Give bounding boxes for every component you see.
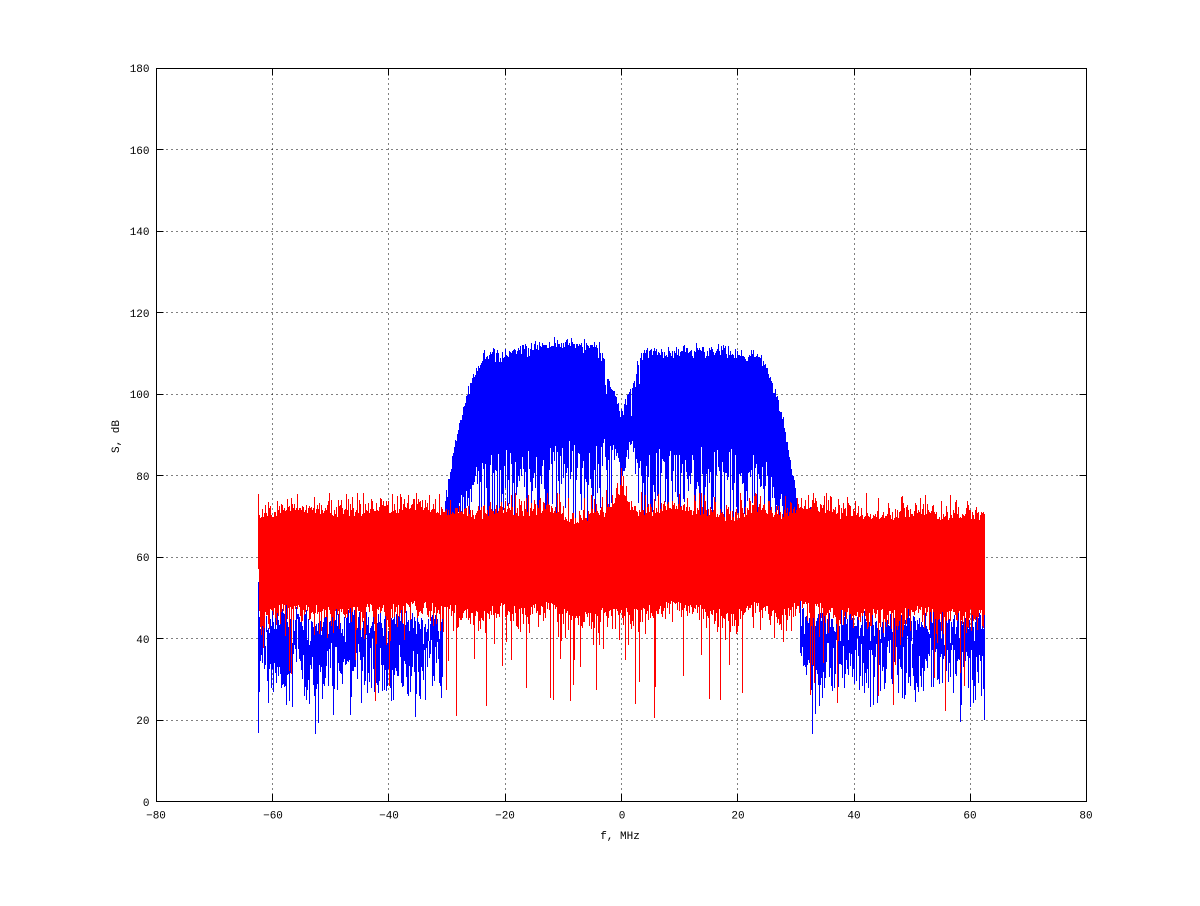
- svg-text:20: 20: [731, 811, 744, 823]
- svg-text:−80: −80: [146, 811, 166, 823]
- svg-text:−20: −20: [495, 811, 515, 823]
- svg-text:S, dB: S, dB: [111, 420, 123, 453]
- svg-text:100: 100: [130, 390, 150, 402]
- svg-text:120: 120: [130, 309, 150, 321]
- svg-text:0: 0: [619, 811, 626, 823]
- svg-text:40: 40: [847, 811, 860, 823]
- svg-text:−60: −60: [263, 811, 283, 823]
- svg-text:60: 60: [136, 553, 149, 565]
- svg-text:80: 80: [1079, 811, 1092, 823]
- svg-text:f, MHz: f, MHz: [600, 831, 640, 843]
- svg-text:60: 60: [963, 811, 976, 823]
- svg-text:140: 140: [130, 227, 150, 239]
- svg-text:0: 0: [143, 798, 150, 810]
- svg-text:20: 20: [136, 716, 149, 728]
- svg-text:40: 40: [136, 635, 149, 647]
- svg-text:180: 180: [130, 64, 150, 76]
- svg-text:−40: −40: [379, 811, 399, 823]
- svg-text:80: 80: [136, 472, 149, 484]
- svg-text:160: 160: [130, 146, 150, 158]
